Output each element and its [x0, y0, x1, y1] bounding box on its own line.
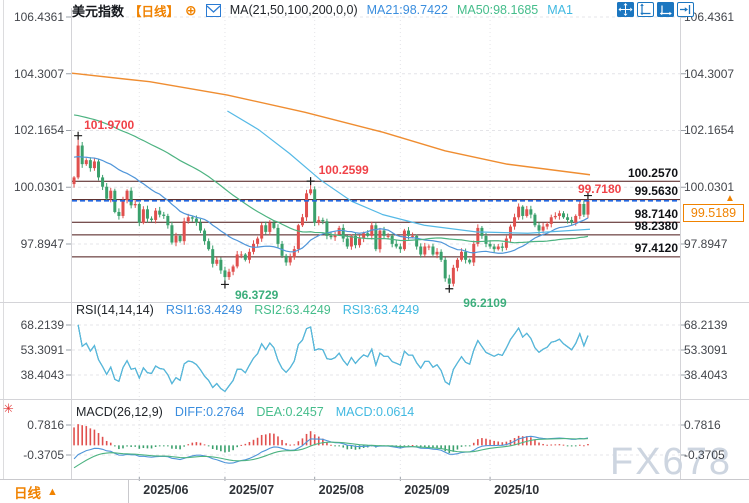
rsi-title[interactable]: RSI(14,14,14): [76, 303, 154, 317]
ma50-line: [73, 114, 589, 244]
current-price-badge: 99.5189: [683, 203, 744, 222]
macd-histogram: [73, 424, 589, 454]
ma21-line: [73, 156, 589, 254]
chart-toolbar: [617, 2, 694, 17]
ma-settings-label[interactable]: MA(21,50,100,200,0,0): [229, 3, 358, 17]
tab-expand-icon: ▲: [47, 485, 58, 498]
candles-series: [72, 135, 590, 289]
macd-title[interactable]: MACD(26,12,9): [76, 405, 163, 419]
macd-value: MACD:0.0614: [335, 405, 415, 419]
rsi2-value: RSI2:63.4249: [254, 303, 331, 317]
annotation-markers: [74, 131, 592, 293]
grid: [66, 8, 686, 481]
watermark: FX678: [610, 441, 732, 483]
ma100-value-truncated: MA1: [547, 3, 573, 17]
tab-daily-label: 日线: [14, 485, 41, 501]
rsi3-line: [77, 324, 589, 393]
x-axis-scale-icon[interactable]: [657, 2, 674, 17]
rsi-header: RSI(14,14,14) RSI1:63.4249 RSI2:63.4249 …: [76, 303, 419, 317]
rsi3-value: RSI3:63.4249: [342, 303, 420, 317]
indicator-settings-icon[interactable]: ✳: [3, 401, 14, 416]
add-indicator-icon[interactable]: ⊕: [185, 1, 197, 18]
ma200-line: [71, 72, 591, 176]
go-to-latest-icon[interactable]: [677, 2, 694, 17]
macd-diff-value: DIFF:0.2764: [174, 405, 245, 419]
price-up-arrow-icon: ▲: [725, 192, 735, 204]
symbol-title: 美元指数: [72, 3, 125, 19]
y-axis-scale-icon[interactable]: [637, 2, 654, 17]
chart-header: 美元指数 【日线】 ⊕ MA(21,50,100,200,0,0) MA21:9…: [72, 1, 573, 19]
rsi1-value: RSI1:63.4249: [165, 303, 243, 317]
dea-line: [73, 438, 588, 469]
macd-dea-value: DEA:0.2457: [256, 405, 324, 419]
tab-daily-period[interactable]: 日线 ▲: [0, 480, 129, 503]
ma21-value: MA21:98.7422: [366, 3, 448, 17]
macd-header: MACD(26,12,9) DIFF:0.2764 DEA:0.2457 MAC…: [76, 405, 414, 419]
pan-icon[interactable]: [617, 2, 634, 17]
chart-style-icon[interactable]: [205, 3, 221, 17]
ma50-value: MA50:98.1685: [456, 3, 539, 17]
ma100-line: [227, 110, 591, 234]
period-tag[interactable]: 【日线】: [129, 4, 180, 19]
